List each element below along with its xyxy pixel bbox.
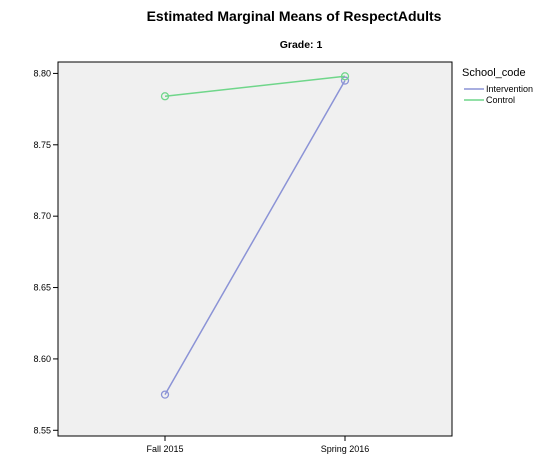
y-tick-label: 8.65 — [33, 283, 51, 293]
series-layer — [160, 72, 350, 399]
x-axis: Fall 2015 Spring 2016 — [146, 436, 369, 454]
y-axis: 8.55 8.60 8.65 8.70 8.75 8.80 — [33, 68, 58, 435]
series-point-intervention — [160, 390, 170, 399]
series-point-control — [340, 72, 350, 81]
series-point-control — [160, 92, 170, 101]
chart-subtitle: Grade: 1 — [280, 39, 323, 51]
legend-label-control: Control — [486, 95, 515, 105]
series-point-intervention — [340, 76, 350, 85]
y-tick-label: 8.55 — [33, 425, 51, 435]
y-tick-label: 8.60 — [33, 354, 51, 364]
legend-title: School_code — [462, 67, 526, 79]
series-line-control — [164, 75, 346, 98]
series-line-intervention — [164, 80, 346, 395]
x-tick-label: Fall 2015 — [146, 444, 183, 454]
legend-label-intervention: Intervention — [486, 84, 533, 94]
chart-title: Estimated Marginal Means of RespectAdult… — [147, 8, 442, 24]
y-tick-label: 8.75 — [33, 140, 51, 150]
y-tick-label: 8.80 — [33, 68, 51, 78]
y-tick-label: 8.70 — [33, 211, 51, 221]
x-tick-label: Spring 2016 — [321, 444, 370, 454]
plot-area — [57, 61, 453, 437]
